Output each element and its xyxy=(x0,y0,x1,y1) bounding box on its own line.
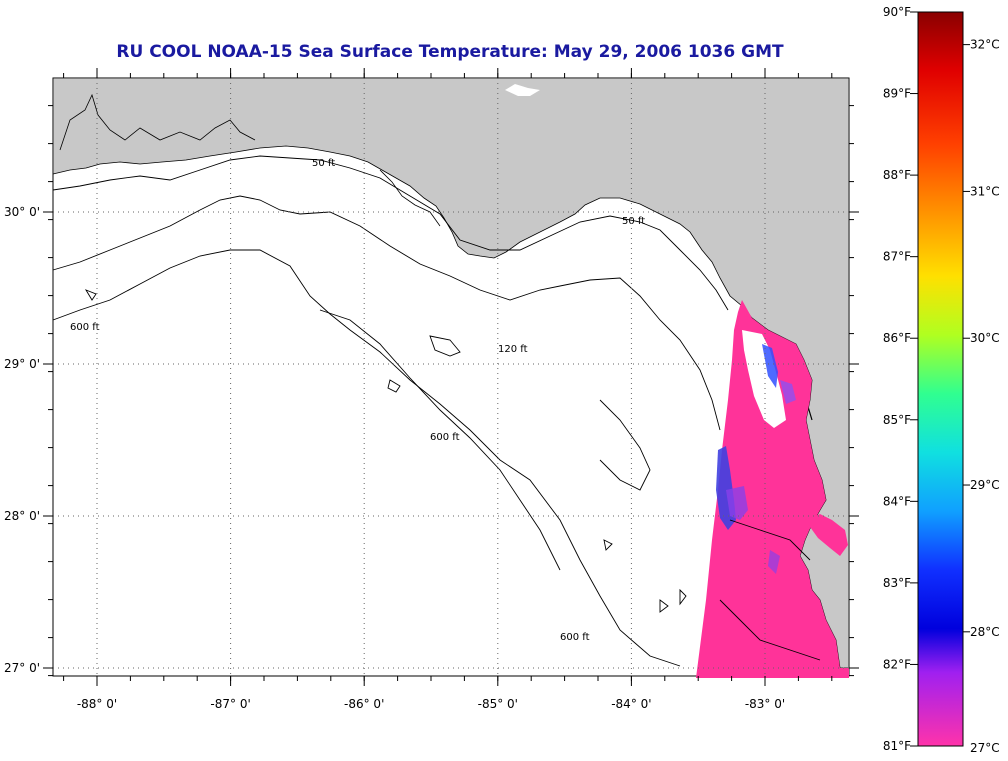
colorbar-gradient xyxy=(917,11,964,747)
lon-tick-label: -85° 0' xyxy=(478,697,518,711)
colorbar-c-label: 28°C xyxy=(970,625,1000,639)
contour-label-600: 600 ft xyxy=(70,322,100,333)
colorbar-f-label: 83°F xyxy=(883,576,911,590)
colorbar-f-label: 88°F xyxy=(883,168,911,182)
contour-label-120: 120 ft xyxy=(498,344,528,355)
contour-label-600: 600 ft xyxy=(430,432,460,443)
colorbar-f-label: 90°F xyxy=(883,5,911,19)
colorbar-f-label: 82°F xyxy=(883,657,911,671)
contour-label-600: 600 ft xyxy=(560,632,590,643)
colorbar-f-label: 81°F xyxy=(883,739,911,753)
lat-tick-label: 27° 0' xyxy=(4,661,40,675)
colorbar-f-label: 89°F xyxy=(883,87,911,101)
lon-tick-label: -87° 0' xyxy=(210,697,250,711)
lat-tick-label: 29° 0' xyxy=(4,357,40,371)
lon-tick-label: -88° 0' xyxy=(77,697,117,711)
map-grid xyxy=(43,68,859,686)
contour-labels: 50 ft 50 ft 120 ft 600 ft 600 ft 600 ft xyxy=(70,158,645,643)
colorbar-c-label: 32°C xyxy=(970,38,1000,52)
colorbar-c-label: 29°C xyxy=(970,478,1000,492)
contour-label-50: 50 ft xyxy=(622,216,645,227)
colorbar-c-label: 30°C xyxy=(970,331,1000,345)
contour-label-50: 50 ft xyxy=(312,158,335,169)
lat-tick-label: 30° 0' xyxy=(4,205,40,219)
lon-tick-label: -86° 0' xyxy=(344,697,384,711)
lon-tick-label: -83° 0' xyxy=(745,697,785,711)
colorbar-f-label: 87°F xyxy=(883,250,911,264)
axis-labels: -88° 0' -87° 0' -86° 0' -85° 0' -84° 0' -83° … xyxy=(4,205,785,711)
colorbar: 90°F 89°F 88°F 87°F 86°F 85°F 84°F 83°F 82°F 81°F… xyxy=(883,5,1000,755)
bathymetry-contours xyxy=(52,155,821,667)
colorbar-f-label: 84°F xyxy=(883,494,911,508)
colorbar-f-label: 86°F xyxy=(883,331,911,345)
lat-tick-label: 28° 0' xyxy=(4,509,40,523)
lon-tick-label: -84° 0' xyxy=(611,697,651,711)
colorbar-c-label: 31°C xyxy=(970,184,1000,198)
colorbar-c-label: 27°C xyxy=(970,741,1000,755)
sst-swath xyxy=(696,300,849,678)
colorbar-f-label: 85°F xyxy=(883,413,911,427)
map-title: RU COOL NOAA-15 Sea Surface Temperature:… xyxy=(116,42,784,62)
colorbar-labels: 90°F 89°F 88°F 87°F 86°F 85°F 84°F 83°F 82°F 81°F… xyxy=(883,5,1000,755)
